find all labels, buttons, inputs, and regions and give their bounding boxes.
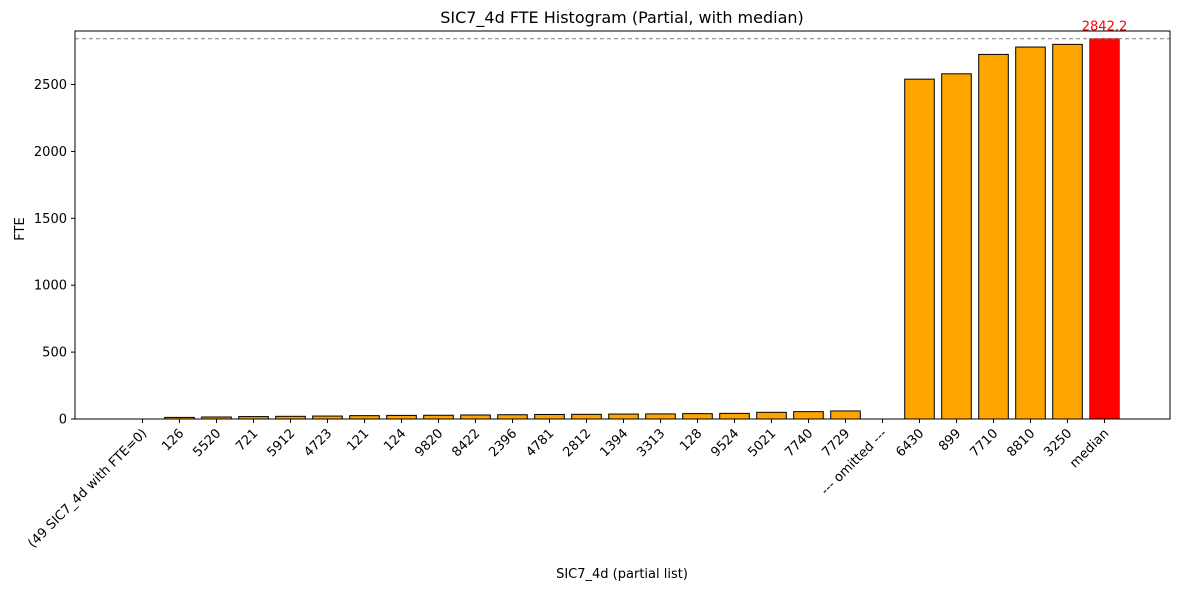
x-tick-label: 9820 — [412, 426, 446, 460]
x-tick-label: 2396 — [486, 426, 520, 460]
x-tick-label: 7740 — [782, 426, 816, 460]
bar — [1015, 46, 1046, 420]
plot-area: 2842.2 0 500 1000 1500 2000 2500 (49 SIC7_4d wi… — [25, 20, 1171, 551]
bar — [830, 410, 861, 420]
bar — [571, 413, 602, 420]
bar — [793, 411, 824, 420]
chart-title: SIC7_4d FTE Histogram (Partial, with med… — [440, 8, 804, 28]
x-tick-label: 9524 — [708, 426, 742, 460]
x-tick-label: 1394 — [597, 426, 631, 460]
bar — [423, 414, 454, 420]
x-tick-label: 126 — [159, 426, 187, 454]
y-axis-label: FTE — [13, 217, 28, 240]
x-tick-label: 5912 — [264, 426, 298, 460]
bar — [460, 414, 491, 420]
bar — [497, 414, 528, 420]
x-tick-label: 128 — [677, 426, 705, 454]
x-tick-label: 8810 — [1004, 426, 1038, 460]
bar — [534, 413, 565, 420]
x-tick-label: 3250 — [1041, 426, 1075, 460]
bar — [608, 413, 639, 420]
y-tick-label: 1000 — [34, 279, 67, 294]
x-tick-label: 6430 — [893, 426, 927, 460]
x-tick-label: 7729 — [819, 426, 853, 460]
y-tick-label: 2000 — [34, 145, 67, 160]
x-tick-label: 3313 — [634, 426, 668, 460]
bar — [978, 53, 1009, 420]
bar — [645, 413, 676, 420]
x-tick-label: 124 — [381, 426, 409, 454]
x-tick-label: 121 — [344, 426, 372, 454]
x-axis-label: SIC7_4d (partial list) — [556, 567, 688, 582]
x-tick-label: 5520 — [190, 426, 224, 460]
x-tick-label: median — [1067, 426, 1112, 471]
y-tick-label: 500 — [42, 346, 67, 361]
x-tick-label: 4723 — [301, 426, 335, 460]
median-value-label: 2842.2 — [1082, 20, 1128, 35]
y-tick-label: 2500 — [34, 78, 67, 93]
bar — [904, 78, 935, 420]
bar — [756, 411, 787, 420]
plot-frame — [74, 30, 1171, 420]
x-tick-label: 899 — [936, 426, 964, 454]
bar — [682, 413, 713, 420]
x-tick-label: 721 — [233, 426, 261, 454]
x-tick-label: 5021 — [745, 426, 779, 460]
y-tick-label: 0 — [59, 413, 67, 428]
bar — [386, 414, 417, 420]
x-tick-label: 2812 — [560, 426, 594, 460]
x-tick-label: 4781 — [523, 426, 557, 460]
x-tick-label: 7710 — [967, 426, 1001, 460]
bar — [349, 415, 380, 420]
median-bar — [1089, 38, 1120, 420]
x-tick-label: (49 SIC7_4d with FTE=0) — [25, 426, 150, 551]
y-tick-label: 1500 — [34, 212, 67, 227]
bar — [719, 412, 750, 420]
x-tick-label: --- omitted --- — [818, 426, 890, 498]
x-tick-label: 8422 — [449, 426, 483, 460]
bar — [941, 73, 972, 420]
bar — [1052, 43, 1083, 420]
